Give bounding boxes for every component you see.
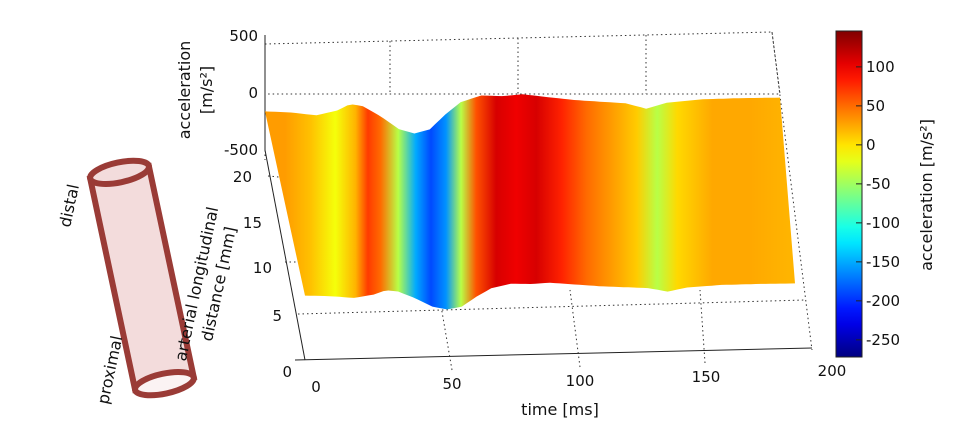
x-tick: 200 [818,362,847,380]
colorbar-tick: -100 [866,214,900,232]
x-tick: 0 [311,378,321,396]
z-tick: -500 [224,141,258,159]
y-tick: 0 [282,363,292,381]
z-tick: 500 [229,27,258,45]
x-axis-label: time [ms] [521,400,599,419]
z-tick: 0 [248,84,258,102]
surface-plot [265,94,795,310]
z-axis-ticks: 500 0 -500 [224,27,258,159]
colorbar-tick: -150 [866,253,900,271]
colorbar-tick: -250 [866,331,900,349]
vessel-bottom-opening [132,369,197,399]
x-tick: 100 [566,372,595,390]
colorbar: 100 50 0 -50 -100 -150 -200 -250 acceleration [… [835,30,936,358]
proximal-label: proximal [93,334,126,406]
x-tick: 50 [442,375,461,393]
y-tick: 5 [272,307,282,325]
colorbar-label: acceleration [m/s²] [917,119,936,271]
colorbar-gradient [835,30,863,358]
z-axis-label-line2: [m/s²] [197,66,216,114]
distal-label: distal [55,182,83,228]
colorbar-tick: -200 [866,292,900,310]
colorbar-tick: 100 [866,58,895,76]
x-tick: 150 [692,368,721,386]
y-tick: 15 [243,214,262,232]
y-tick: 10 [253,259,272,277]
colorbar-tick: -50 [866,175,891,193]
acceleration-surface [265,94,795,310]
y-axis-ticks: 20 15 10 5 0 [233,168,292,381]
artery-illustration: distal proximal [55,157,198,406]
colorbar-tick: 0 [866,136,876,154]
axes-box [264,31,813,371]
z-axis-label-line1: acceleration [175,41,194,140]
x-axis-ticks: 0 50 100 150 200 [311,362,846,396]
colorbar-tick: 50 [866,97,885,115]
y-tick: 20 [233,168,252,186]
vessel-top-opening [87,157,152,187]
